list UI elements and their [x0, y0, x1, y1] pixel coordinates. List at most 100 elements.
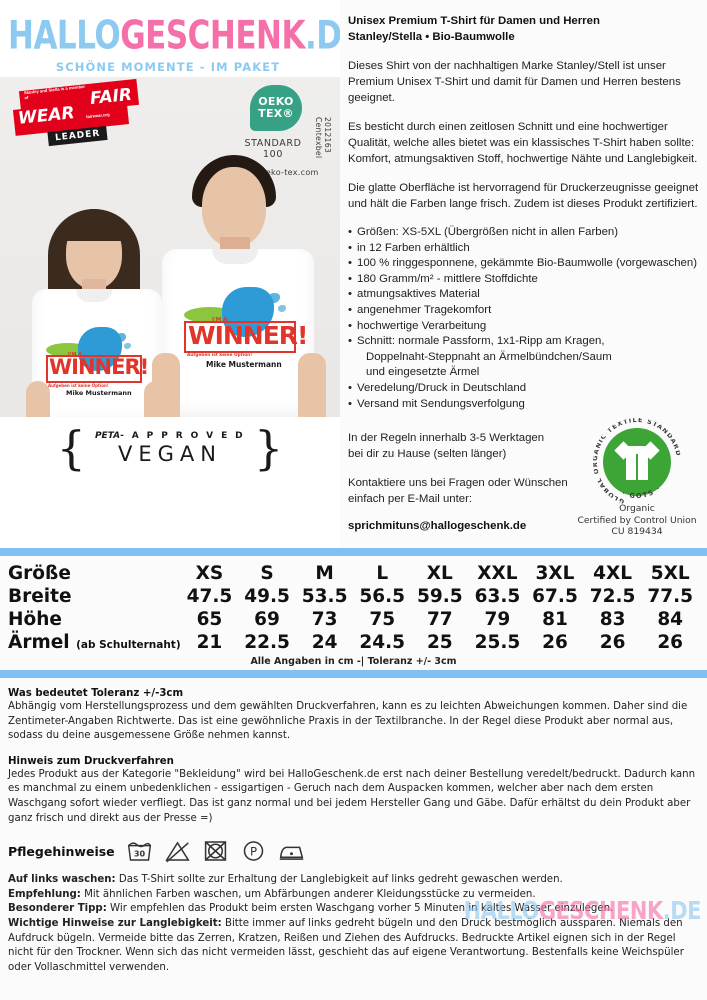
cell: 3XL — [535, 563, 575, 584]
cell: XS — [195, 563, 224, 584]
iron-one-dot-icon — [279, 846, 303, 861]
table-row: Höhe 65 69 73 75 77 79 81 83 84 — [8, 608, 699, 631]
divider-bar-bottom — [0, 670, 707, 678]
feature-text: Veredelung/Druck in Deutschland — [357, 381, 527, 394]
female-shirt-print: I'M A WINNER! Aufgeben ist keine Option!… — [42, 323, 152, 403]
tolerance-heading: Was bedeutet Toleranz +/-3cm — [8, 688, 184, 699]
no-bleach-icon — [164, 841, 190, 863]
care-line-bold: Empfehlung: — [8, 888, 81, 900]
cell: 79 — [484, 609, 511, 630]
male-face — [202, 167, 266, 247]
cell: 77.5 — [647, 586, 694, 607]
logo-text-hallo: HALLO — [8, 13, 121, 59]
brace-left-icon: { — [56, 421, 86, 475]
approved-label: - A P P R O V E D — [120, 430, 246, 441]
cell: 63.5 — [474, 586, 521, 607]
list-item-sub: Doppelnaht-Steppnaht an Ärmelbündchen/Sa… — [348, 350, 699, 366]
gots-logo-icon: GLOBAL ORGANIC TEXTILE STANDARD · GOTS · — [593, 418, 681, 506]
oeko-tex-number: 100 — [263, 149, 283, 160]
contact-email[interactable]: sprichmituns@hallogeschenk.de — [348, 520, 527, 533]
feature-text: angenehmer Tragekomfort — [357, 303, 492, 316]
peta-vegan-badge: { PETA- A P P R O V E D VEGAN } — [0, 417, 340, 479]
shipping-note: In der Regeln innerhalb 3-5 Werktagen be… — [348, 432, 545, 461]
cell: 24.5 — [359, 632, 406, 653]
left-column: HALLOGESCHENK.DE SCHÖNE MOMENTE - IM PAK… — [0, 0, 363, 548]
list-item: • 180 Gramm/m² - mittlere Stoffdichte — [348, 272, 699, 288]
size-table-note: Alle Angaben in cm -| Toleranz +/- 3cm — [250, 656, 457, 667]
cell: S — [260, 563, 274, 584]
oeko-tex-certificate-number: 2012163 Centexbel — [314, 117, 332, 159]
cell: 75 — [369, 609, 396, 630]
care-line-rest: Das T-Shirt sollte zur Erhaltung der Lan… — [115, 874, 563, 886]
cell: 22.5 — [244, 632, 290, 653]
divider-bar-top — [0, 548, 707, 556]
product-feature-list: • Größen: XS-5XL (Übergrößen nicht in all… — [348, 225, 699, 412]
cell: L — [376, 563, 389, 584]
cell: 26 — [657, 632, 684, 653]
feature-subtext: und eingesetzte Ärmel — [366, 366, 480, 379]
cell: 49.5 — [244, 586, 290, 607]
svg-text:· GOTS ·: · GOTS · — [621, 484, 663, 500]
product-paragraph-3: Die glatte Oberfläche ist hervorragend f… — [348, 182, 699, 210]
list-item-sub: und eingesetzte Ärmel — [348, 365, 699, 381]
feature-text: 180 Gramm/m² - mittlere Stoffdichte — [357, 272, 538, 285]
table-row: Breite 47.5 49.5 53.5 56.5 59.5 63.5 67.… — [8, 585, 699, 608]
care-line-bold: Wichtige Hinweise zur Langlebigkeit: — [8, 917, 222, 929]
cell: 73 — [311, 609, 338, 630]
row-label: Höhe — [8, 609, 62, 630]
care-line-rest: Bitte immer auf links gedreht bügeln und… — [8, 917, 684, 973]
care-text-list: Auf links waschen: Das T-Shirt sollte zu… — [8, 873, 699, 975]
product-photo: Stanley and Stella is a member of FAIR W… — [0, 77, 340, 479]
cell: 81 — [542, 609, 568, 630]
cell: 26 — [599, 632, 626, 653]
care-line: Wichtige Hinweise zur Langlebigkeit: Bit… — [8, 917, 699, 975]
care-instructions-row: Pflegehinweise 30 P — [8, 839, 699, 863]
shipping-and-gots: In der Regeln innerhalb 3-5 Werktagen be… — [348, 418, 699, 538]
svg-text:P: P — [250, 845, 257, 859]
cell: 77 — [426, 609, 453, 630]
oeko-tex-name1: OEKO — [258, 95, 294, 108]
oeko-tex-mark: OEKO TEX® — [250, 85, 302, 131]
care-line-rest: Wir empfehlen das Produkt beim ersten Wa… — [106, 903, 614, 915]
brace-right-icon: } — [254, 421, 284, 475]
cell: 25.5 — [474, 632, 521, 653]
table-row: Größe XS S M L XL XXL 3XL 4XL 5XL — [8, 562, 699, 585]
female-print-subline: Aufgeben ist keine Option! — [48, 383, 109, 388]
row-label: Breite — [8, 586, 72, 607]
list-item: • 100 % ringgesponnene, gekämmte Bio-Baum… — [348, 256, 699, 272]
feature-text: Größen: XS-5XL (Übergrößen nicht in alle… — [357, 226, 619, 238]
cell: 47.5 — [186, 586, 233, 607]
top-section: HALLOGESCHENK.DE SCHÖNE MOMENTE - IM PAK… — [0, 0, 699, 548]
cell: XL — [426, 563, 453, 584]
male-print-small: I'M A — [212, 317, 228, 323]
cell: 83 — [599, 609, 626, 630]
feature-text: hochwertige Verarbeitung — [357, 319, 487, 332]
gots-badge: GLOBAL ORGANIC TEXTILE STANDARD · GOTS · — [575, 418, 699, 538]
cell: 56.5 — [359, 586, 406, 607]
wash-30-icon: 30 — [127, 842, 151, 861]
product-paragraph-1: Dieses Shirt von der nachhaltigen Marke … — [348, 60, 681, 104]
feature-text: atmungsaktives Material — [357, 288, 480, 301]
vegan-label: VEGAN — [118, 441, 222, 466]
female-print-name: Mike Mustermann — [66, 389, 132, 397]
row-sublabel: (ab Schulternaht) — [76, 639, 181, 651]
list-item: • Größen: XS-5XL (Übergrößen nicht in all… — [348, 225, 699, 241]
care-line: Auf links waschen: Das T-Shirt sollte zu… — [8, 873, 699, 888]
male-print-subline: Aufgeben ist keine Option! — [187, 353, 253, 358]
info-section: Was bedeutet Toleranz +/-3cm Abhängig vo… — [0, 678, 707, 975]
oeko-tex-badge: OEKO TEX® STANDARD 100 www.oeko-tex.com … — [238, 85, 334, 185]
list-item: • Veredelung/Druck in Deutschland — [348, 381, 699, 397]
table-row: Ärmel (ab Schulternaht) 21 22.5 24 24.5 … — [8, 631, 699, 654]
cell: 21 — [196, 632, 223, 653]
product-title-line1: Unisex Premium T-Shirt für Damen und Her… — [348, 15, 600, 27]
cell: 69 — [254, 609, 280, 630]
cell: 24 — [311, 632, 338, 653]
print-heading: Hinweis zum Druckverfahren — [8, 755, 174, 767]
male-print-headline: WINNER! — [188, 321, 308, 350]
fair-wear-leader-badge: Stanley and Stella is a member of FAIR W… — [12, 78, 140, 147]
professional-clean-p-icon: P — [243, 841, 263, 861]
oeko-tex-name2: TEX® — [258, 107, 294, 120]
no-tumble-dry-icon — [204, 841, 226, 861]
cell: 53.5 — [301, 586, 348, 607]
